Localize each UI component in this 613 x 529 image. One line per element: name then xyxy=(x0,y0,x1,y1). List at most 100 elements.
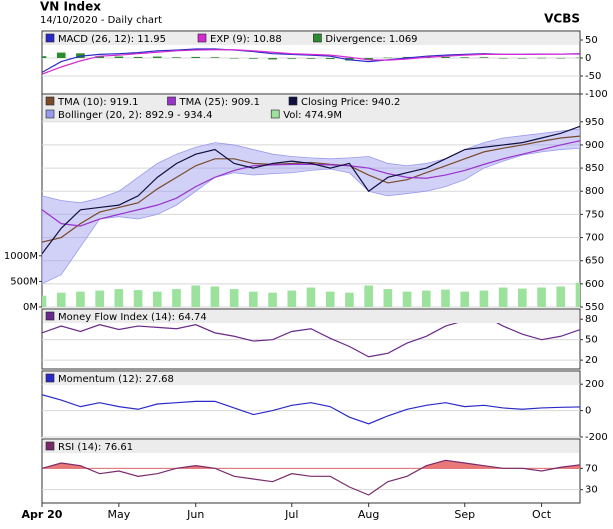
legend-label: RSI (14): 76.61 xyxy=(58,442,133,453)
bar xyxy=(537,57,546,59)
plot xyxy=(42,48,580,75)
bar xyxy=(306,58,316,59)
bar xyxy=(76,291,85,307)
x-tick-label: Jul xyxy=(284,508,298,521)
y-tick-label: 750 xyxy=(585,209,604,220)
legend-swatch xyxy=(270,109,280,119)
y-tick-label: -100 xyxy=(585,89,608,100)
y-tick-label: 70 xyxy=(585,463,598,474)
bar xyxy=(287,58,297,59)
legend-swatch xyxy=(45,441,55,451)
series-line xyxy=(42,140,580,227)
bar xyxy=(249,58,258,59)
bar xyxy=(42,295,47,307)
legend-band xyxy=(43,372,579,385)
bar xyxy=(191,285,201,307)
x-tick-label: Aug xyxy=(358,508,379,521)
series-line xyxy=(42,394,580,425)
y2-tick-label: 1000M xyxy=(4,251,38,262)
y-tick-label: 600 xyxy=(585,279,604,290)
y-tick-label: 20 xyxy=(585,355,598,366)
y-tick-label: 700 xyxy=(585,233,604,244)
legend-label: Momentum (12): 27.68 xyxy=(58,374,174,385)
bar xyxy=(133,290,143,307)
legend-label: Divergence: 1.069 xyxy=(325,34,417,45)
legend-label: Vol: 474.9M xyxy=(283,110,342,121)
bar xyxy=(441,289,450,307)
bar xyxy=(42,56,47,58)
y-tick-label: 200 xyxy=(585,379,604,390)
x-tick-label: Apr 20 xyxy=(22,508,63,521)
bar xyxy=(56,52,66,58)
y2-tick-label: 0M xyxy=(23,302,38,313)
bar xyxy=(441,56,450,58)
bar xyxy=(383,57,393,59)
bar xyxy=(152,291,162,307)
legend-band xyxy=(43,440,579,453)
bar xyxy=(364,285,373,307)
bar xyxy=(229,58,239,59)
bar xyxy=(575,282,580,307)
bar xyxy=(518,288,527,307)
chart-subtitle: 14/10/2020 - Daily chart xyxy=(40,15,162,26)
bar xyxy=(345,292,354,307)
x-tick-label: Oct xyxy=(532,508,552,521)
legend-label: Money Flow Index (14): 64.74 xyxy=(58,312,207,323)
legend-swatch xyxy=(45,96,55,106)
y-tick-label: 30 xyxy=(585,485,598,496)
y-tick-label: 950 xyxy=(585,117,604,128)
bar xyxy=(479,57,489,58)
legend-swatch xyxy=(45,373,55,383)
bar xyxy=(172,289,181,307)
legend-band xyxy=(43,95,579,121)
bar xyxy=(479,290,489,307)
bar xyxy=(191,56,201,58)
series-line xyxy=(42,135,580,243)
x-tick-label: Jun xyxy=(186,508,204,521)
legend-swatch xyxy=(45,109,55,119)
legend-swatch xyxy=(288,96,298,106)
bar xyxy=(56,292,66,307)
y-tick-label: 0 xyxy=(585,406,591,417)
legend-swatch xyxy=(45,33,55,43)
bar xyxy=(152,56,162,58)
legend-label: Bollinger (20, 2): 892.9 - 934.4 xyxy=(58,110,212,121)
bar xyxy=(268,58,277,60)
plot xyxy=(42,459,580,496)
y-tick-label: 650 xyxy=(585,256,604,267)
y-tick-label: 0 xyxy=(585,53,591,64)
bar xyxy=(95,56,104,58)
legend-label: Closing Price: 940.2 xyxy=(301,97,400,108)
y-tick-label: 550 xyxy=(585,302,604,313)
bar xyxy=(229,289,239,307)
series-line xyxy=(42,125,580,255)
bar xyxy=(287,290,297,307)
plot xyxy=(42,394,580,425)
panel xyxy=(41,93,581,308)
bar xyxy=(172,57,181,58)
legend-label: TMA (10): 919.1 xyxy=(57,97,138,108)
bar xyxy=(114,56,124,58)
y-tick-label: -50 xyxy=(585,71,601,82)
bar xyxy=(95,290,104,307)
y-tick-label: 80 xyxy=(585,314,598,325)
bar xyxy=(249,291,258,307)
bar xyxy=(402,291,412,307)
bar xyxy=(460,291,470,307)
series-line xyxy=(42,459,580,496)
bar xyxy=(421,290,431,307)
bar xyxy=(537,287,546,307)
bar xyxy=(268,292,277,307)
x-tick-label: May xyxy=(107,508,130,521)
source: VCBS xyxy=(544,12,580,26)
bar xyxy=(498,287,508,307)
legend-swatch xyxy=(45,311,55,321)
legend-swatch xyxy=(197,33,207,43)
bar xyxy=(364,58,373,60)
bollinger-band xyxy=(42,128,580,285)
legend-band xyxy=(43,310,579,323)
bar xyxy=(556,286,566,307)
bar xyxy=(556,57,566,59)
bar xyxy=(325,58,335,60)
